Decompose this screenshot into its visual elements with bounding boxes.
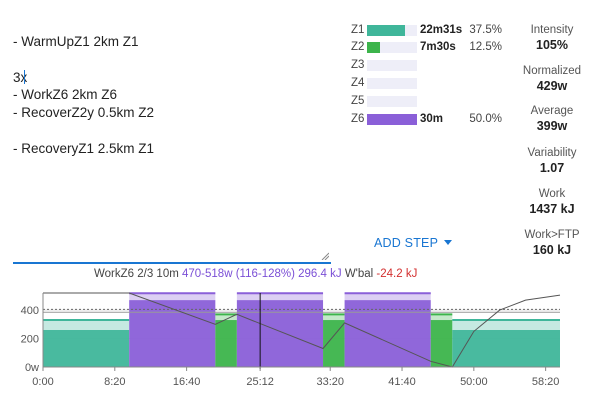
zone-bar-fill [367, 25, 405, 36]
resize-grip-icon[interactable] [321, 252, 329, 260]
stat-normalized: Normalized 429w [514, 65, 589, 94]
stat-variability: Variability 1.07 [514, 147, 589, 176]
stat-value: 105% [536, 38, 568, 52]
stat-value: 1437 kJ [529, 202, 575, 216]
segment-band [215, 314, 237, 321]
segment-band [344, 293, 431, 301]
editor-line-text: 3x [13, 70, 28, 85]
zone-label: Z1 [351, 24, 365, 36]
step-name: WorkZ6 2/3 10m [94, 268, 179, 280]
zone-label: Z2 [351, 41, 365, 53]
editor-line: - WorkZ6 2km Z6 [13, 87, 118, 102]
dropdown-arrow-icon [444, 240, 453, 245]
step-info: WorkZ6 2/3 10m 470-518w (116-128%) 296.4… [94, 268, 417, 280]
y-tick-label: 200 [21, 334, 39, 346]
stat-value: 160 kJ [532, 243, 572, 257]
y-tick-label: 400 [21, 305, 39, 317]
segment-band [323, 314, 345, 321]
add-step-label: ADD STEP [374, 236, 439, 250]
zone-bar-track [367, 114, 417, 125]
segment-bar [129, 300, 216, 367]
x-tick-label: 58:20 [532, 376, 560, 388]
zone-label: Z6 [351, 113, 365, 125]
stat-value: 429w [536, 79, 568, 93]
stat-work-ftp: Work>FTP 160 kJ [514, 229, 589, 258]
zone-bar-fill [367, 114, 417, 125]
stat-work: Work 1437 kJ [514, 188, 589, 217]
segment-band [236, 293, 324, 301]
zone-percent: 50.0% [469, 113, 502, 125]
segment-bar [215, 320, 237, 367]
zone-bar-fill [367, 42, 380, 53]
segment-bar [452, 330, 560, 367]
workout-text-editor[interactable]: - WarmUpZ1 2km Z1 3x - WorkZ6 2km Z6 - R… [13, 30, 331, 264]
editor-line: - RecoverZ2y 0.5km Z2 [13, 105, 155, 120]
stat-intensity: Intensity 105% [514, 24, 589, 53]
zone-time: 30m [420, 113, 444, 125]
x-tick-label: 16:40 [173, 376, 201, 388]
segment-bar [430, 320, 453, 367]
zone-bar-track [367, 25, 417, 36]
add-step-button[interactable]: ADD STEP [374, 236, 453, 250]
x-tick-label: 33:20 [316, 376, 344, 388]
step-power: 470-518w (116-128%) 296.4 kJ [182, 268, 342, 280]
zone-time: 7m30s [420, 41, 456, 53]
wbal-curve [43, 292, 561, 368]
zone-time: 22m31s [420, 24, 463, 36]
stat-label: Normalized [522, 65, 582, 77]
x-tick-label: 25:12 [246, 376, 274, 388]
segment-band [43, 320, 130, 330]
stat-value: 399w [536, 119, 568, 133]
stat-label: Average [530, 105, 574, 117]
zone-bar-track [367, 96, 417, 107]
segment-band [430, 314, 453, 321]
x-tick-label: 41:40 [388, 376, 416, 388]
editor-line: - WarmUpZ1 2km Z1 [13, 34, 139, 49]
stat-label: Work>FTP [524, 229, 580, 241]
stat-value: 1.07 [539, 161, 565, 175]
segment-bar [236, 300, 324, 367]
zone-bar-track [367, 60, 417, 71]
zone-percent: 37.5% [469, 24, 502, 36]
wbal-value: -24.2 kJ [376, 268, 418, 280]
segment-band [452, 320, 560, 330]
y-tick-label: 0w [25, 362, 39, 374]
x-tick-label: 8:20 [104, 376, 125, 388]
segment-bar [43, 330, 130, 367]
zone-label: Z4 [351, 77, 365, 89]
zone-bar-track [367, 42, 417, 53]
x-tick-label: 50:00 [460, 376, 488, 388]
editor-line: - RecoveryZ1 2.5km Z1 [13, 141, 155, 156]
wbal-label: W'bal [344, 268, 374, 280]
stat-label: Variability [527, 147, 577, 159]
stat-label: Intensity [530, 24, 574, 36]
workout-chart[interactable]: 0w 200 400 0:00 8:20 16:40 25:12 33:20 41:40 50:0… [0, 286, 589, 398]
zone-bar-track [367, 78, 417, 89]
zone-percent: 12.5% [469, 41, 502, 53]
zone-label: Z5 [351, 95, 365, 107]
x-tick-label: 0:00 [32, 376, 53, 388]
zone-label: Z3 [351, 59, 365, 71]
stat-label: Work [538, 188, 566, 200]
text-caret [24, 70, 25, 84]
stat-average: Average 399w [514, 105, 589, 134]
segment-bar [344, 300, 431, 367]
segment-bar [323, 320, 345, 367]
segment-band [129, 293, 216, 301]
editor-line-cursor: 3x [13, 70, 27, 86]
